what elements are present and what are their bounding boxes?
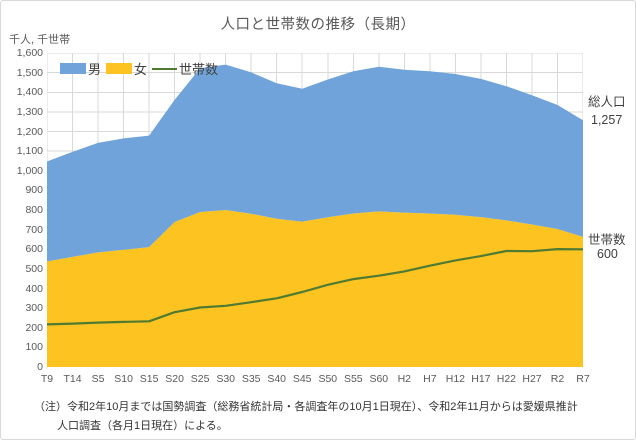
x-axis-label: H27 xyxy=(522,373,542,385)
y-axis-label: 400 xyxy=(25,282,43,295)
axis-unit-label: 千人, 千世帯 xyxy=(9,34,71,46)
x-axis-label: H12 xyxy=(445,373,466,385)
legend-item-female: 女 xyxy=(106,59,147,78)
y-axis-label: 100 xyxy=(25,341,43,354)
x-axis-label: S25 xyxy=(190,373,210,385)
x-axis-label: S45 xyxy=(292,373,312,385)
plot-area xyxy=(47,53,583,367)
male-area-swatch-icon xyxy=(60,63,86,74)
footnote-line2: 人口調査（各月1日現在）による。 xyxy=(57,419,228,432)
footnote-line1: （注）令和2年10月までは国勢調査（総務省統計局・各調査年の10月1日現在）、令… xyxy=(34,401,578,413)
x-axis-label: S60 xyxy=(369,373,389,385)
y-axis-label: 200 xyxy=(25,321,43,334)
area-series-男 xyxy=(47,64,583,262)
y-axis-label: 1,300 xyxy=(16,105,43,118)
y-axis-label: 1,500 xyxy=(16,66,43,79)
households-annotation-value: 600 xyxy=(597,247,618,261)
y-axis-label: 500 xyxy=(25,262,43,275)
y-axis-label: 600 xyxy=(25,243,43,256)
x-axis-label: T9 xyxy=(40,373,54,385)
legend: 男 女 世帯数 xyxy=(60,59,223,78)
chart-title: 人口と世帯数の推移（長期） xyxy=(220,17,416,33)
x-axis-label: S40 xyxy=(267,373,287,385)
x-axis-label: H7 xyxy=(423,373,437,385)
x-axis-label: H2 xyxy=(397,373,412,385)
female-area-swatch-icon xyxy=(106,63,133,74)
households-annotation-label: 世帯数 xyxy=(588,233,626,247)
y-axis-label: 1,100 xyxy=(16,145,43,158)
x-axis-label: T14 xyxy=(63,373,82,385)
y-axis-label: 1,000 xyxy=(16,164,43,177)
y-axis-label: 300 xyxy=(25,302,43,315)
x-axis-label: S15 xyxy=(139,373,159,385)
legend-label-female: 女 xyxy=(134,62,148,77)
legend-label-households: 世帯数 xyxy=(179,62,219,77)
x-axis-label: R7 xyxy=(576,373,590,385)
legend-item-households: 世帯数 xyxy=(152,59,218,78)
y-axis-label: 700 xyxy=(25,223,43,236)
y-axis-label: 800 xyxy=(25,204,43,216)
x-axis-label: R2 xyxy=(550,373,565,385)
x-axis-label: S20 xyxy=(165,373,184,385)
x-axis-label: S10 xyxy=(114,373,133,385)
line-series-世帯数 xyxy=(47,248,583,326)
x-axis-label: S50 xyxy=(318,373,338,385)
y-axis-label: 1,200 xyxy=(16,125,43,138)
y-axis-label: 900 xyxy=(25,184,43,197)
households-line-swatch-icon xyxy=(152,67,178,70)
x-axis-label: S55 xyxy=(343,373,363,385)
x-axis-label: S5 xyxy=(91,373,105,385)
x-axis-label: H17 xyxy=(471,373,491,385)
legend-label-male: 男 xyxy=(88,62,102,77)
y-axis-label: 0 xyxy=(37,361,43,373)
x-axis-label: S35 xyxy=(241,373,261,385)
y-axis-label: 1,600 xyxy=(16,47,43,59)
x-axis-label: S30 xyxy=(216,373,236,385)
x-axis-label: H22 xyxy=(496,373,517,385)
total-population-value: 1,257 xyxy=(591,113,623,127)
y-axis-label: 1,400 xyxy=(16,86,43,99)
footnote: （注）令和2年10月までは国勢調査（総務省統計局・各調査年の10月1日現在）、令… xyxy=(34,398,578,435)
legend-item-male: 男 xyxy=(60,59,101,78)
total-population-label: 総人口 xyxy=(588,95,626,109)
